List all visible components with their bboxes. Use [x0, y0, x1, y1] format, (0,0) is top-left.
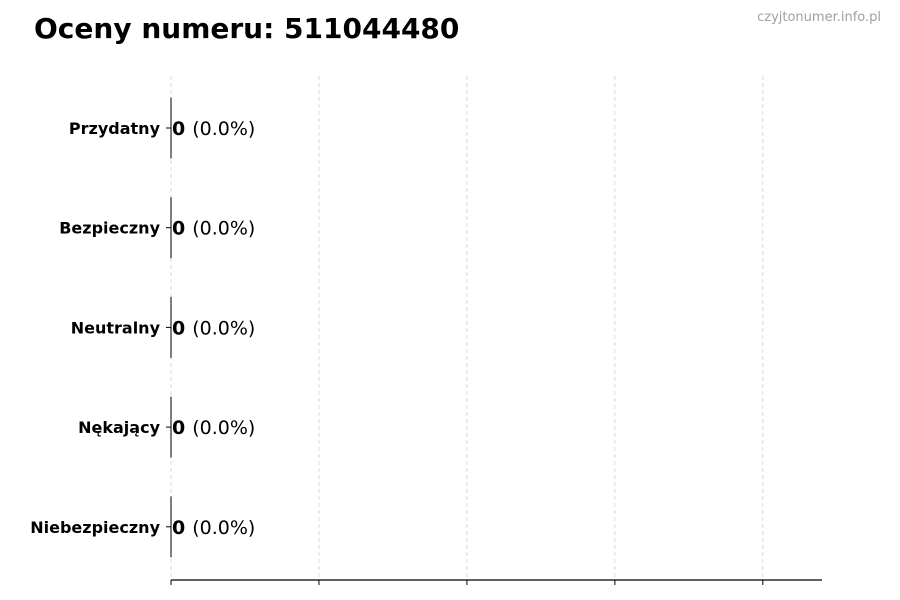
category-label: Niebezpieczny	[30, 518, 160, 537]
data-label-count: 0	[172, 218, 185, 240]
data-label: 0 (0.0%)	[172, 517, 255, 539]
data-label-percent: (0.0%)	[192, 517, 255, 539]
data-label: 0 (0.0%)	[172, 417, 255, 439]
data-label-count: 0	[172, 118, 185, 140]
data-label: 0 (0.0%)	[172, 317, 255, 339]
data-label: 0 (0.0%)	[172, 118, 255, 140]
data-label-count: 0	[172, 517, 185, 539]
chart-title: Oceny numeru: 511044480	[34, 12, 460, 45]
category-label: Nękający	[78, 418, 160, 437]
watermark: czyjtonumer.info.pl	[757, 10, 881, 25]
category-label: Przydatny	[69, 119, 161, 138]
data-label-percent: (0.0%)	[192, 118, 255, 140]
data-label-percent: (0.0%)	[192, 218, 255, 240]
data-label-percent: (0.0%)	[192, 317, 255, 339]
data-label: 0 (0.0%)	[172, 218, 255, 240]
data-label-percent: (0.0%)	[192, 417, 255, 439]
category-label: Bezpieczny	[59, 219, 160, 238]
data-label-count: 0	[172, 317, 185, 339]
data-label-count: 0	[172, 417, 185, 439]
category-label: Neutralny	[71, 318, 161, 337]
